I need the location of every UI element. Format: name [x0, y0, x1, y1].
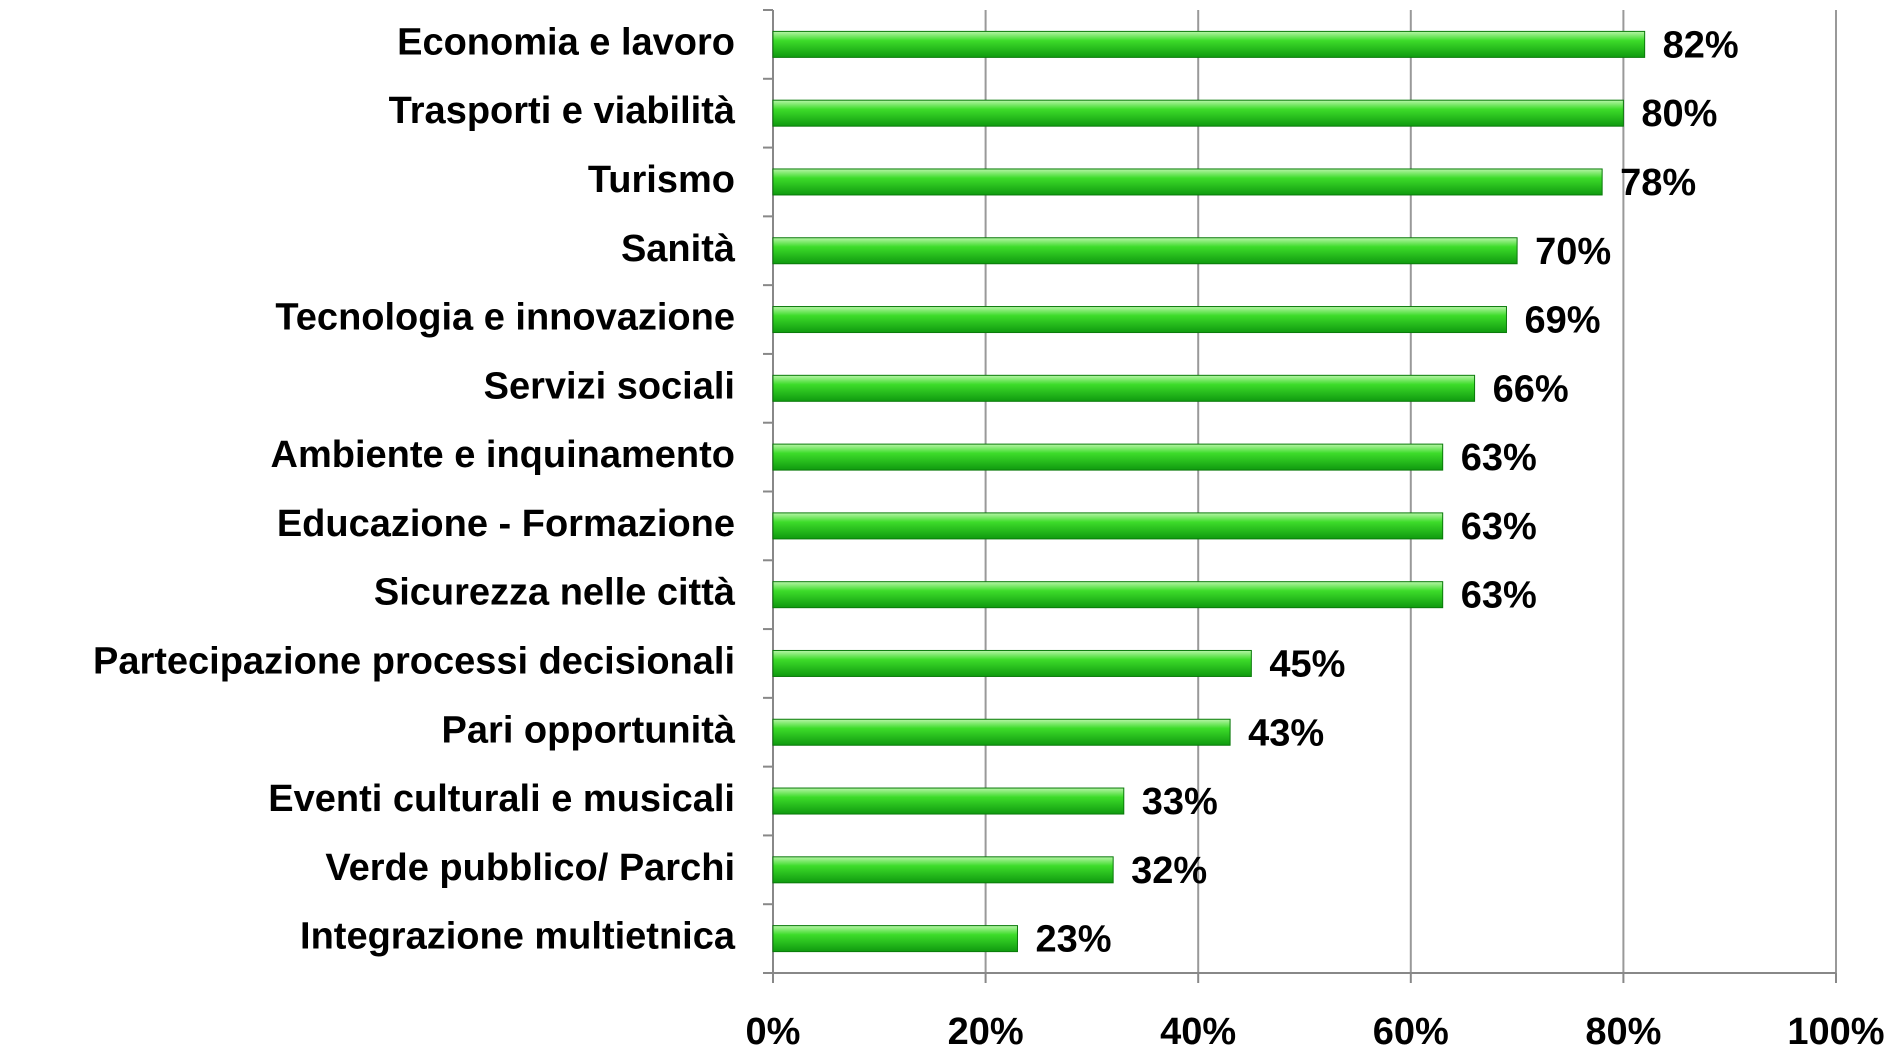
- value-label: 63%: [1461, 575, 1537, 617]
- bar: [772, 718, 1231, 746]
- value-label: 69%: [1524, 300, 1600, 342]
- y-tick-label: Tecnologia e innovazione: [275, 297, 735, 339]
- y-tick-label: Integrazione multietnica: [300, 916, 736, 958]
- y-tick-label: Pari opportunità: [442, 709, 736, 751]
- bar: [772, 99, 1624, 127]
- y-tick-label: Partecipazione processi decisionali: [93, 640, 735, 682]
- bar: [772, 512, 1444, 540]
- value-label: 32%: [1131, 850, 1207, 892]
- value-label: 66%: [1493, 368, 1569, 410]
- bar: [772, 306, 1507, 334]
- bar: [772, 787, 1125, 815]
- value-label: 63%: [1461, 437, 1537, 479]
- value-label: 45%: [1269, 643, 1345, 685]
- bar: [772, 925, 1018, 953]
- y-tick-label: Eventi culturali e musicali: [268, 778, 735, 820]
- value-label: 78%: [1620, 162, 1696, 204]
- value-label: 80%: [1641, 93, 1717, 135]
- x-tick-label: 60%: [1373, 1011, 1449, 1049]
- value-label: 70%: [1535, 231, 1611, 273]
- y-tick-label: Trasporti e viabilità: [389, 90, 736, 132]
- value-label: 63%: [1461, 506, 1537, 548]
- bar: [772, 237, 1518, 265]
- y-tick-label: Verde pubblico/ Parchi: [325, 847, 735, 889]
- y-tick-label: Sanità: [621, 228, 736, 270]
- bar: [772, 168, 1603, 196]
- value-label: 82%: [1663, 24, 1739, 66]
- y-tick-label: Ambiente e inquinamento: [271, 434, 735, 476]
- x-tick-label: 0%: [746, 1011, 801, 1049]
- y-tick-label: Educazione - Formazione: [277, 503, 735, 545]
- y-tick-label: Turismo: [588, 159, 735, 201]
- x-tick-label: 40%: [1160, 1011, 1236, 1049]
- value-label: 23%: [1035, 919, 1111, 961]
- y-tick-label: Servizi sociali: [484, 365, 735, 407]
- bar: [772, 443, 1444, 471]
- bar: [772, 581, 1444, 609]
- bar: [772, 374, 1476, 402]
- value-label: 33%: [1142, 781, 1218, 823]
- bar: [772, 30, 1646, 58]
- x-tick-label: 100%: [1787, 1011, 1884, 1049]
- bar: [772, 856, 1114, 884]
- bar: [772, 649, 1252, 677]
- y-tick-label: Economia e lavoro: [397, 21, 735, 63]
- value-label: 43%: [1248, 712, 1324, 754]
- x-tick-label: 20%: [948, 1011, 1024, 1049]
- y-tick-label: Sicurezza nelle città: [374, 572, 736, 614]
- x-tick-label: 80%: [1585, 1011, 1661, 1049]
